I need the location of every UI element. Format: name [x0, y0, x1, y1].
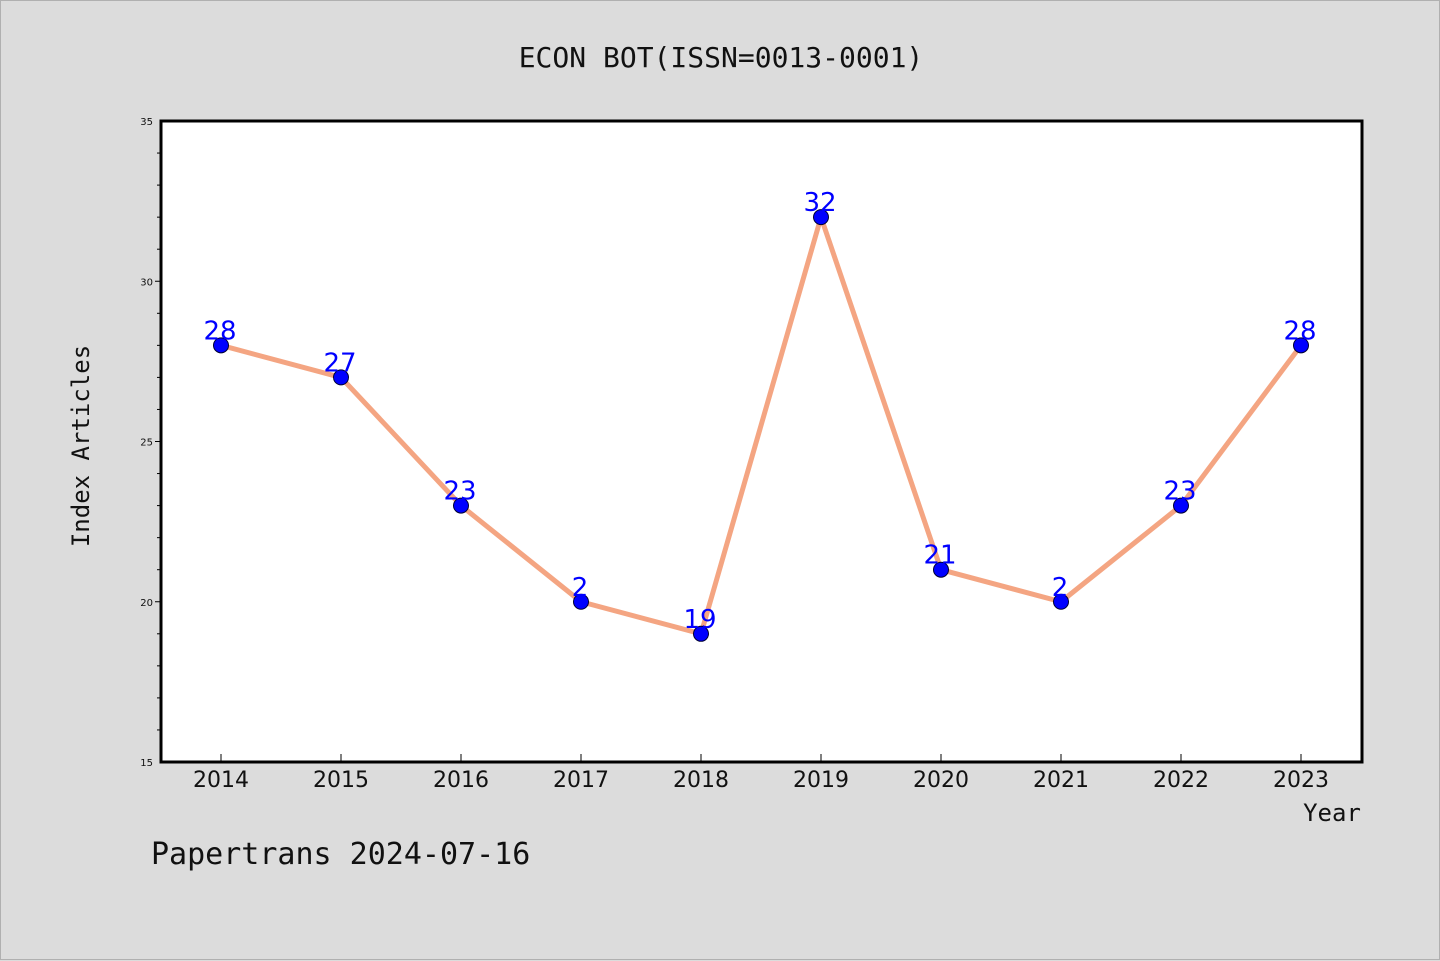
y-tick-label: 25	[140, 438, 153, 449]
y-axis: 15 20 25 30 35	[140, 117, 161, 769]
chart-title: ECON BOT(ISSN=0013-0001)	[519, 41, 924, 74]
data-label: 2	[1052, 573, 1069, 603]
data-point	[1173, 497, 1189, 514]
x-tick-label: 2019	[793, 768, 849, 793]
data-point	[693, 625, 709, 642]
y-axis-label: Index Articles	[67, 345, 95, 547]
data-point	[813, 209, 829, 226]
data-point	[933, 561, 949, 578]
data-point	[333, 369, 349, 386]
x-tick-label: 2014	[193, 768, 249, 793]
data-label: 28	[203, 316, 236, 346]
footer-credit: Papertrans 2024-07-16	[151, 837, 530, 872]
data-label: 28	[1283, 316, 1316, 346]
data-label: 23	[443, 477, 476, 507]
x-tick-label: 2017	[553, 768, 609, 793]
x-tick-label: 2021	[1033, 768, 1089, 793]
plot-area	[159, 119, 1364, 764]
data-label: 23	[1163, 477, 1196, 507]
series-path	[218, 214, 1304, 637]
series-line	[218, 214, 1304, 637]
data-point	[453, 497, 469, 514]
x-axis-label: Year	[1303, 799, 1361, 827]
y-tick-label: 15	[140, 758, 153, 769]
data-point	[213, 337, 229, 354]
data-label: 32	[803, 188, 836, 218]
data-label: 2	[572, 573, 589, 603]
data-labels: 28 27 23 2 19 32 21 2 23 28	[203, 188, 1316, 635]
data-label: 19	[683, 605, 716, 635]
x-tick-label: 2022	[1153, 768, 1209, 793]
data-label: 27	[323, 348, 356, 378]
data-label: 21	[923, 541, 956, 571]
x-axis: 2014 2015 2016 2017 2018 2019 2020 2021 2022 2023	[193, 754, 1329, 793]
y-tick-label: 20	[140, 598, 153, 609]
x-tick-label: 2018	[673, 768, 729, 793]
data-point	[573, 593, 589, 610]
y-tick-label: 30	[140, 277, 153, 288]
series-markers	[213, 209, 1309, 642]
y-tick-label: 35	[140, 117, 153, 128]
data-point	[1053, 593, 1069, 610]
x-tick-label: 2015	[313, 768, 369, 793]
data-point	[1293, 337, 1309, 354]
x-tick-label: 2020	[913, 768, 969, 793]
x-tick-label: 2016	[433, 768, 489, 793]
x-tick-label: 2023	[1273, 768, 1329, 793]
